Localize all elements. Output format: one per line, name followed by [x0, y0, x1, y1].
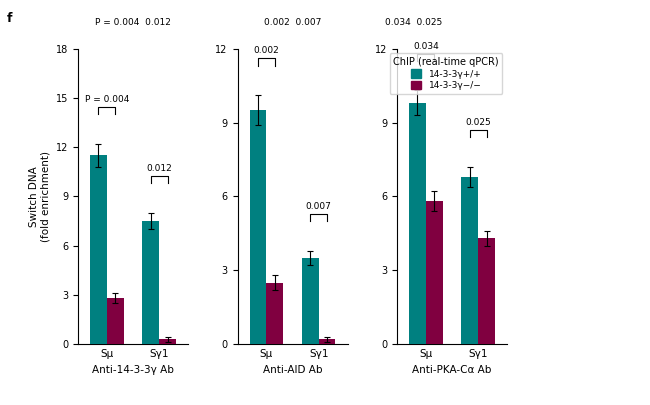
Text: 0.007: 0.007 [306, 202, 332, 211]
Y-axis label: Switch DNA
(fold enrichment): Switch DNA (fold enrichment) [29, 151, 50, 242]
Bar [266, 283, 283, 344]
Text: 0.002: 0.002 [254, 47, 280, 55]
Bar [302, 258, 318, 344]
Text: P = 0.004: P = 0.004 [84, 95, 129, 104]
Bar [159, 339, 176, 344]
Bar [142, 221, 159, 344]
Text: 0.034: 0.034 [413, 42, 439, 51]
Bar [462, 177, 478, 344]
Text: f: f [6, 12, 12, 25]
Text: 0.034  0.025: 0.034 0.025 [385, 18, 442, 27]
Bar [107, 298, 124, 344]
Text: 0.025: 0.025 [465, 118, 491, 127]
X-axis label: Anti-14-3-3γ Ab: Anti-14-3-3γ Ab [92, 364, 174, 375]
Text: P = 0.004  0.012: P = 0.004 0.012 [95, 18, 171, 27]
Bar [478, 238, 495, 344]
X-axis label: Anti-AID Ab: Anti-AID Ab [263, 364, 322, 375]
Bar [90, 156, 107, 344]
Bar [250, 110, 266, 344]
Bar [409, 103, 426, 344]
Bar [426, 201, 443, 344]
X-axis label: Anti-PKA-Cα Ab: Anti-PKA-Cα Ab [412, 364, 491, 375]
Text: 0.012: 0.012 [146, 164, 172, 173]
Text: 0.002  0.007: 0.002 0.007 [264, 18, 321, 27]
Bar [318, 339, 335, 344]
Legend: 14-3-3γ+/+, 14-3-3γ−/−: 14-3-3γ+/+, 14-3-3γ−/− [389, 53, 502, 94]
